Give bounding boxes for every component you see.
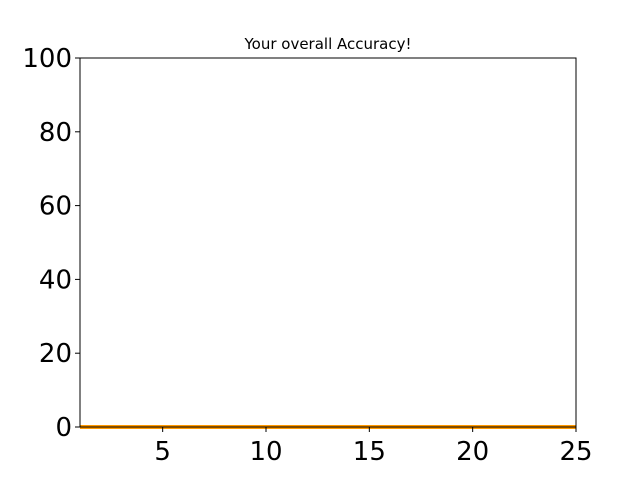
- x-tick-label: 10: [249, 437, 282, 467]
- plot-frame: [79, 57, 577, 428]
- x-tick-label: 20: [456, 437, 489, 467]
- y-tick-label: 60: [39, 192, 72, 222]
- x-tick-label: 5: [154, 437, 171, 467]
- chart-title: Your overall Accuracy!: [243, 35, 411, 53]
- y-tick-label: 0: [55, 413, 72, 443]
- y-tick-label: 100: [22, 44, 72, 74]
- axes-layer: 0 20 40 60 80 100 5 10 15 20 25: [22, 44, 592, 467]
- y-tick-label: 20: [39, 339, 72, 369]
- y-tick-label: 40: [39, 265, 72, 295]
- x-tick-label: 25: [559, 437, 592, 467]
- x-tick-label: 15: [353, 437, 386, 467]
- y-tick-label: 80: [39, 118, 72, 148]
